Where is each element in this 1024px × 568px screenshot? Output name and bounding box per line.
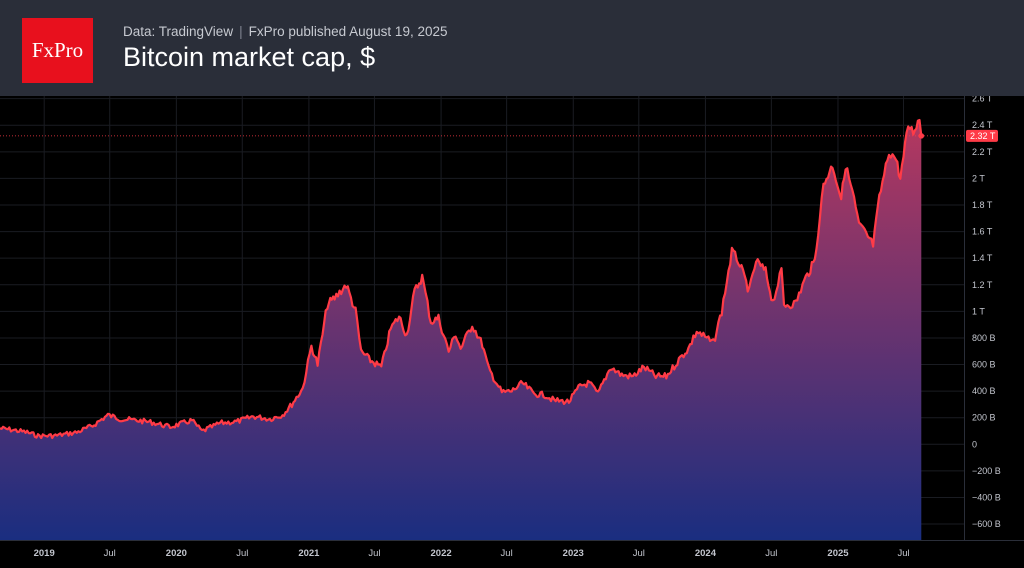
y-tick-label: 200 B (972, 413, 996, 423)
data-source-text: Data: TradingView (123, 24, 234, 39)
last-value-dot (918, 133, 925, 139)
y-tick-label: 800 B (972, 333, 996, 343)
x-tick-label: 2024 (695, 548, 717, 559)
x-tick-label: Jul (633, 548, 645, 559)
published-text: FxPro published August 19, 2025 (248, 24, 448, 39)
last-value-badge-bg (966, 129, 998, 142)
last-value-badge: 2.32 T (966, 129, 998, 142)
y-tick-label: 1.6 T (972, 227, 993, 237)
y-tick-label: 400 B (972, 386, 996, 396)
market-cap-area (0, 120, 922, 540)
x-tick-label: 2023 (563, 548, 584, 559)
x-axis: 2019 Jul 2020 Jul 2021 Jul 2022 Jul 2023 Jul 2024 J… (34, 548, 910, 559)
header-bar: FxPro Data: TradingView | FxPro published … (0, 0, 1024, 96)
y-tick-label: 1 T (972, 306, 985, 316)
x-tick-label: Jul (501, 548, 513, 559)
x-tick-label: 2022 (431, 548, 452, 559)
y-tick-label: 0 (972, 439, 977, 449)
y-tick-label: 1.8 T (972, 200, 993, 210)
x-tick-label: 2020 (166, 548, 187, 559)
y-tick-label: −600 B (972, 519, 1001, 529)
x-tick-label: 2021 (298, 548, 320, 559)
x-tick-label: 2025 (827, 548, 849, 559)
fxpro-logo: FxPro (22, 18, 93, 83)
y-axis: 2.6 T 2.4 T 2.2 T 2 T 1.8 T 1.6 T 1.4 T 1.2 T 1 … (972, 96, 1001, 529)
last-value-label: 2.32 T (970, 131, 996, 141)
source-line: Data: TradingView | FxPro published August… (123, 24, 447, 39)
market-cap-chart[interactable]: 2.6 T 2.4 T 2.2 T 2 T 1.8 T 1.6 T 1.4 T 1.2 T 1 … (0, 96, 1024, 568)
y-tick-label: 600 B (972, 360, 996, 370)
y-tick-label: −400 B (972, 492, 1001, 502)
x-tick-label: Jul (897, 548, 909, 559)
x-tick-label: Jul (368, 548, 380, 559)
separator-text: | (239, 24, 243, 39)
page-title: Bitcoin market cap, $ (123, 42, 376, 72)
y-tick-label: 2 T (972, 173, 985, 183)
x-tick-label: Jul (236, 548, 248, 559)
market-cap-line (0, 118, 923, 440)
y-tick-label: 2.4 T (972, 120, 993, 130)
y-tick-label: 2.6 T (972, 96, 993, 104)
y-tick-label: 1.2 T (972, 280, 993, 290)
x-tick-label: 2019 (34, 548, 55, 559)
y-tick-label: 2.2 T (972, 147, 993, 157)
x-tick-label: Jul (104, 548, 116, 559)
x-tick-label: Jul (765, 548, 777, 559)
y-tick-label: 1.4 T (972, 253, 993, 263)
y-tick-label: −200 B (972, 466, 1001, 476)
